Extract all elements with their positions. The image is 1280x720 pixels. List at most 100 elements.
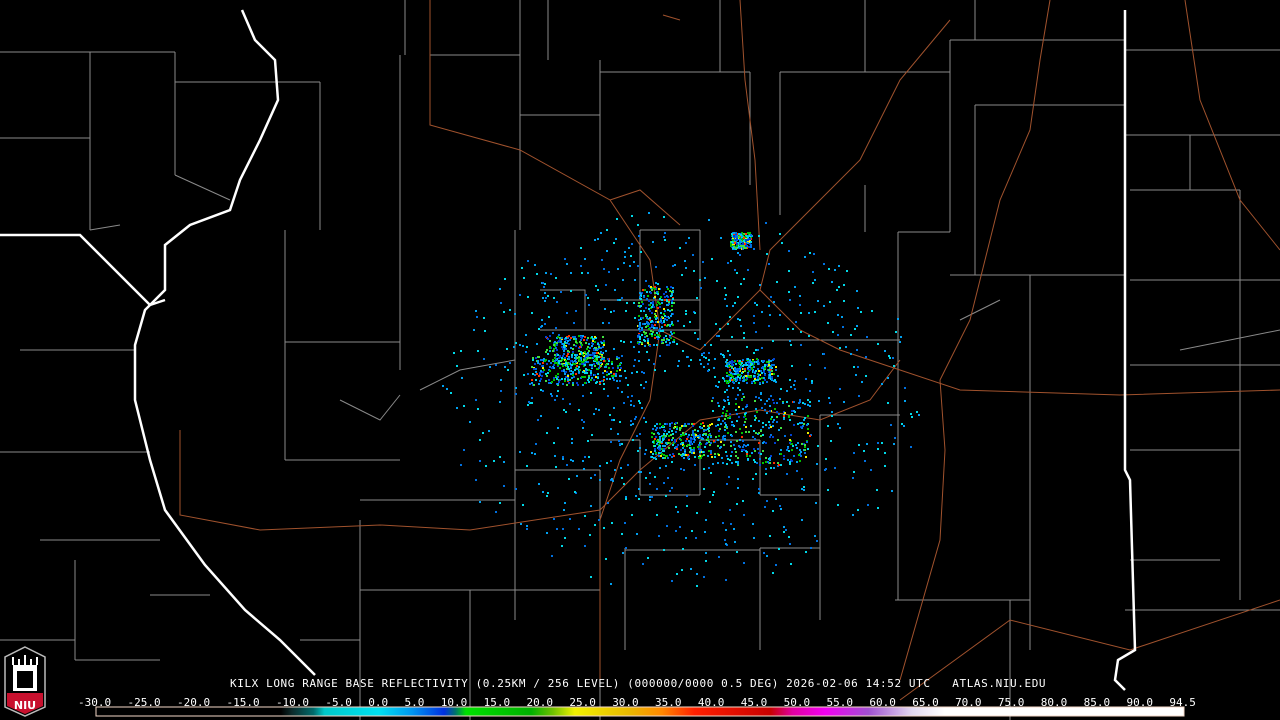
- echo-pixel: [775, 564, 777, 566]
- echo-pixel: [659, 306, 661, 308]
- echo-pixel: [676, 428, 678, 430]
- echo-pixel: [613, 310, 615, 312]
- echo-pixel: [776, 421, 778, 423]
- echo-pixel: [649, 496, 651, 498]
- echo-pixel: [829, 301, 831, 303]
- echo-pixel: [707, 425, 709, 427]
- echo-pixel: [769, 424, 771, 426]
- echo-pixel: [666, 286, 668, 288]
- echo-pixel: [657, 334, 659, 336]
- echo-pixel: [597, 289, 599, 291]
- echo-pixel: [799, 407, 801, 409]
- echo-pixel: [718, 556, 720, 558]
- echo-pixel: [743, 396, 745, 398]
- echo-pixel: [582, 427, 584, 429]
- echo-pixel: [865, 375, 867, 377]
- echo-pixel: [565, 362, 567, 364]
- echo-pixel: [654, 438, 656, 440]
- echo-pixel: [544, 360, 546, 362]
- echo-pixel: [778, 413, 780, 415]
- echo-pixel: [802, 402, 804, 404]
- echo-pixel: [694, 332, 696, 334]
- echo-pixel: [657, 307, 659, 309]
- echo-pixel: [682, 453, 684, 455]
- echo-pixel: [680, 449, 682, 451]
- echo-pixel: [671, 456, 673, 458]
- echo-pixel: [570, 347, 572, 349]
- echo-pixel: [747, 239, 749, 241]
- echo-pixel: [590, 505, 592, 507]
- echo-pixel: [619, 443, 621, 445]
- echo-pixel: [580, 265, 582, 267]
- echo-pixel: [897, 318, 899, 320]
- echo-pixel: [622, 552, 624, 554]
- echo-pixel: [658, 455, 660, 457]
- echo-pixel: [727, 396, 729, 398]
- echo-pixel: [718, 419, 720, 421]
- echo-pixel: [866, 443, 868, 445]
- echo-pixel: [764, 374, 766, 376]
- echo-pixel: [714, 358, 716, 360]
- echo-pixel: [574, 491, 576, 493]
- echo-pixel: [860, 311, 862, 313]
- echo-pixel: [549, 347, 551, 349]
- echo-pixel: [745, 431, 747, 433]
- echo-pixel: [726, 426, 728, 428]
- echo-pixel: [469, 421, 471, 423]
- echo-pixel: [772, 399, 774, 401]
- echo-pixel: [659, 449, 661, 451]
- echo-pixel: [583, 421, 585, 423]
- echo-pixel: [595, 349, 597, 351]
- echo-pixel: [743, 449, 745, 451]
- echo-pixel: [726, 483, 728, 485]
- echo-pixel: [809, 364, 811, 366]
- echo-pixel: [705, 357, 707, 359]
- echo-pixel: [789, 461, 791, 463]
- echo-pixel: [690, 568, 692, 570]
- echo-pixel: [639, 336, 641, 338]
- echo-pixel: [613, 375, 615, 377]
- echo-pixel: [735, 232, 737, 234]
- echo-pixel: [673, 427, 675, 429]
- echo-pixel: [789, 439, 791, 441]
- echo-pixel: [740, 325, 742, 327]
- echo-pixel: [724, 539, 726, 541]
- echo-pixel: [536, 343, 538, 345]
- echo-pixel: [578, 335, 580, 337]
- echo-pixel: [649, 304, 651, 306]
- echo-pixel: [807, 415, 809, 417]
- echo-pixel: [803, 489, 805, 491]
- echo-pixel: [637, 224, 639, 226]
- echo-pixel: [799, 460, 801, 462]
- echo-pixel: [677, 511, 679, 513]
- echo-pixel: [772, 510, 774, 512]
- echo-pixel: [682, 442, 684, 444]
- echo-pixel: [746, 404, 748, 406]
- echo-pixel: [754, 419, 756, 421]
- echo-pixel: [735, 455, 737, 457]
- echo-pixel: [858, 444, 860, 446]
- echo-pixel: [842, 326, 844, 328]
- echo-pixel: [594, 355, 596, 357]
- echo-pixel: [789, 299, 791, 301]
- echo-pixel: [588, 369, 590, 371]
- echo-pixel: [654, 334, 656, 336]
- echo-pixel: [729, 316, 731, 318]
- echo-pixel: [475, 399, 477, 401]
- echo-pixel: [552, 359, 554, 361]
- echo-pixel: [504, 278, 506, 280]
- echo-pixel: [726, 410, 728, 412]
- echo-pixel: [744, 364, 746, 366]
- echo-pixel: [717, 386, 719, 388]
- echo-pixel: [672, 444, 674, 446]
- echo-pixel: [545, 336, 547, 338]
- echo-pixel: [766, 500, 768, 502]
- echo-pixel: [867, 504, 869, 506]
- echo-pixel: [648, 359, 650, 361]
- echo-pixel: [586, 339, 588, 341]
- echo-pixel: [776, 416, 778, 418]
- echo-pixel: [770, 467, 772, 469]
- echo-pixel: [734, 367, 736, 369]
- echo-pixel: [612, 367, 614, 369]
- echo-pixel: [687, 444, 689, 446]
